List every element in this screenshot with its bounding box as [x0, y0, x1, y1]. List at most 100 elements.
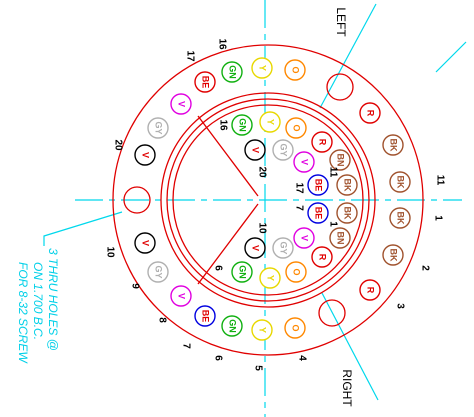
right-leader [321, 292, 379, 401]
pin-number: 4 [296, 355, 307, 361]
outer-ring [112, 44, 424, 356]
pin-number: 17 [184, 50, 195, 62]
pin-label: Y [258, 65, 268, 71]
pin-circle [284, 317, 306, 339]
inner-ring [172, 104, 364, 296]
arrow-line [435, 41, 467, 73]
pin-circle [382, 134, 404, 156]
pin-label: R [318, 254, 328, 261]
note-leader [43, 211, 123, 246]
pin-label: GN [238, 118, 248, 132]
pin-circle [284, 59, 306, 81]
left-leader [319, 3, 377, 109]
pin-label: R [366, 287, 376, 294]
pin-circle [170, 285, 192, 307]
inner-ring [166, 98, 370, 302]
pin-circle [329, 149, 351, 171]
pin-number: 1 [432, 215, 443, 221]
pin-circle [285, 261, 307, 283]
pin-circle [231, 114, 253, 136]
pin-number: 16 [217, 119, 228, 131]
pin-label: V [251, 147, 261, 153]
pin-label: BK [389, 249, 399, 262]
pin-number: 3 [394, 303, 405, 309]
pin-circle [244, 139, 266, 161]
pin-label: BN [336, 154, 346, 167]
note-line: FOR 8-32 SCREW [16, 262, 30, 364]
pin-number: 11 [327, 167, 338, 178]
pin-number: 11 [434, 175, 445, 186]
key-line [197, 203, 259, 285]
pin-label: GY [154, 121, 164, 134]
pin-label: BK [389, 139, 399, 152]
pin-number: 8 [156, 317, 167, 323]
pin-label: V [141, 240, 151, 246]
pin-label: V [300, 159, 310, 165]
pin-circle [170, 93, 192, 115]
pin-number: 6 [212, 355, 223, 361]
pin-label: R [318, 139, 328, 146]
pin-label: V [300, 235, 310, 241]
pin-circle [293, 151, 315, 173]
pin-label: R [366, 110, 376, 117]
pin-number: 10 [256, 222, 267, 234]
pin-circle [231, 261, 253, 283]
pin-label: O [291, 324, 301, 331]
pin-number: 20 [112, 139, 123, 151]
body-outline [112, 44, 424, 356]
inner-ring [160, 92, 376, 308]
pin-number: 2 [419, 265, 430, 271]
pin-label: V [177, 293, 187, 299]
mount-hole [326, 73, 354, 101]
pin-circle [147, 117, 169, 139]
pin-number: 7 [293, 205, 304, 211]
pins: O Y GN BE V GY V V GY V BE GN Y O R BK BK BK BK R O Y GN V GY V R B… [104, 38, 445, 371]
pin-label: O [292, 268, 302, 275]
pin-circle [147, 261, 169, 283]
pin-label: BK [396, 176, 406, 189]
note-line: ON 1.700 B.C. [31, 262, 45, 340]
pin-number: 6 [212, 265, 223, 271]
pin-number: 7 [180, 343, 191, 349]
pin-circle [134, 144, 156, 166]
pin-circle [259, 267, 281, 289]
pin-circle [244, 237, 266, 259]
pin-label: V [177, 101, 187, 107]
pin-circle [329, 227, 351, 249]
pin-number: 5 [252, 365, 263, 371]
pin-label: GN [228, 65, 238, 79]
pin-circle [336, 202, 358, 224]
pin-circle [359, 102, 381, 124]
pin-circle [307, 174, 329, 196]
pin-circle [272, 139, 294, 161]
pin-circle [194, 71, 216, 93]
pin-number: 17 [293, 182, 304, 194]
pin-circle [272, 237, 294, 259]
pin-number: 1 [327, 221, 338, 227]
pin-circle [307, 202, 329, 224]
pin-label: V [251, 245, 261, 251]
pin-label: Y [266, 275, 276, 281]
pin-circle [311, 246, 333, 268]
pin-label: O [291, 66, 301, 73]
pin-circle [251, 57, 273, 79]
pin-label: BK [343, 179, 353, 192]
pin-label: Y [266, 119, 276, 125]
pin-label: GY [279, 241, 289, 254]
pin-circle [359, 279, 381, 301]
mount-hole [123, 186, 151, 214]
pin-number: 16 [216, 38, 227, 50]
pin-label: BE [201, 76, 211, 89]
pin-circle [194, 305, 216, 327]
pin-circle [311, 131, 333, 153]
pin-label: BN [336, 232, 346, 245]
pin-circle [389, 171, 411, 193]
pin-label: BE [314, 207, 324, 220]
note-line: 3 THRU HOLES @ [46, 248, 60, 351]
pin-label: BE [314, 179, 324, 192]
pin-label: Y [258, 327, 268, 333]
pin-circle [134, 232, 156, 254]
pin-label: BE [201, 310, 211, 323]
right-label: RIGHT [340, 369, 354, 407]
